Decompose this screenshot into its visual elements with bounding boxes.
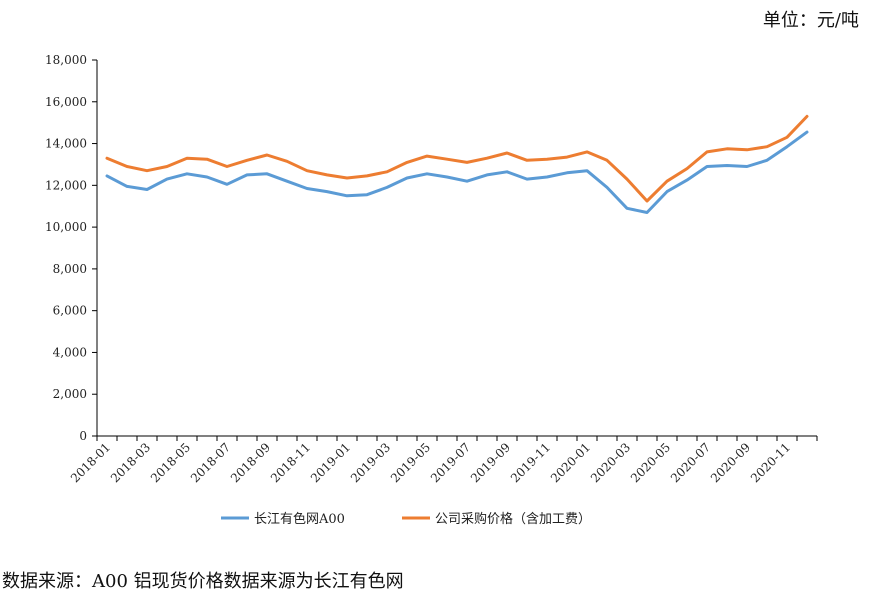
legend-label: 长江有色网A00 xyxy=(254,511,345,527)
line-chart: 0 2,000 4,000 6,000 8,000 10,000 12,000 14,000 1… xyxy=(45,53,818,527)
x-tick-label: 2018-03 xyxy=(108,440,153,485)
y-tick-label: 18,000 xyxy=(45,53,87,67)
y-tick-label: 8,000 xyxy=(53,262,87,276)
x-tick-label: 2018-01 xyxy=(68,440,113,485)
legend-label: 公司采购价格（含加工费） xyxy=(435,511,591,527)
y-tick-label: 16,000 xyxy=(45,95,87,109)
x-tick-label: 2020-01 xyxy=(548,440,593,485)
x-tick-label: 2020-07 xyxy=(668,440,713,485)
y-tick-label: 14,000 xyxy=(45,137,87,151)
x-tick-label: 2020-11 xyxy=(748,440,793,485)
x-tick-label: 2018-07 xyxy=(188,440,233,485)
x-axis-ticks: 2018-012018-032018-052018-072018-092018-… xyxy=(68,436,818,485)
x-tick-label: 2018-05 xyxy=(148,440,193,485)
x-tick-label: 2019-05 xyxy=(388,440,433,485)
unit-label: 单位：元/吨 xyxy=(762,10,859,31)
x-tick-label: 2019-11 xyxy=(508,440,553,485)
y-axis-ticks: 0 2,000 4,000 6,000 8,000 10,000 12,000 14,000 1… xyxy=(45,53,97,443)
series-lines xyxy=(105,114,809,214)
source-note: 数据来源：A00 铝现货价格数据来源为长江有色网 xyxy=(2,571,404,592)
x-tick-label: 2020-05 xyxy=(628,440,673,485)
y-tick-label: 12,000 xyxy=(45,178,87,192)
x-tick-label: 2020-03 xyxy=(588,440,633,485)
x-tick-label: 2019-07 xyxy=(428,440,473,485)
x-tick-label: 2018-09 xyxy=(228,440,273,485)
y-tick-label: 0 xyxy=(79,429,87,443)
series-line-2 xyxy=(105,114,809,203)
x-tick-label: 2019-03 xyxy=(348,440,393,485)
x-tick-label: 2020-09 xyxy=(708,440,753,485)
y-tick-label: 6,000 xyxy=(53,304,87,318)
y-tick-label: 10,000 xyxy=(45,220,87,234)
legend: 长江有色网A00 公司采购价格（含加工费） xyxy=(221,511,591,527)
axes xyxy=(96,60,817,437)
x-tick-label: 2019-01 xyxy=(308,440,353,485)
x-tick-label: 2018-11 xyxy=(268,440,313,485)
y-tick-label: 2,000 xyxy=(53,387,87,401)
y-tick-label: 4,000 xyxy=(53,345,87,359)
x-tick-label: 2019-09 xyxy=(468,440,513,485)
series-line-1 xyxy=(105,130,809,214)
